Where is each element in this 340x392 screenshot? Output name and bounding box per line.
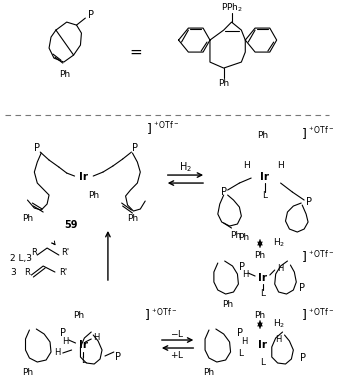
Text: H: H [242,270,248,279]
Text: $^+$OTf$^-$: $^+$OTf$^-$ [307,248,335,260]
Text: H: H [277,161,284,170]
Text: ]: ] [302,250,307,263]
Text: Ph: Ph [218,78,229,87]
Text: H$_2$: H$_2$ [179,160,192,174]
Text: R': R' [61,247,69,256]
Text: ]: ] [302,309,307,321]
Text: Ir: Ir [260,172,269,182]
Text: Ph: Ph [203,368,215,376]
Text: P: P [237,328,243,338]
Text: P: P [88,10,94,20]
Text: R: R [24,267,30,276]
Text: Ir: Ir [258,340,268,350]
Text: Ir: Ir [79,340,88,350]
Text: P: P [299,283,305,293]
Text: H: H [93,332,100,341]
Text: P: P [300,353,306,363]
Text: ]: ] [145,309,150,321]
Text: PPh$_2$: PPh$_2$ [221,2,242,15]
Text: H: H [277,263,283,272]
Text: 59: 59 [64,220,78,230]
Text: Ir: Ir [79,172,88,182]
Text: $^+$OTf$^-$: $^+$OTf$^-$ [307,124,335,136]
Text: Ph: Ph [88,191,99,200]
Text: L: L [81,356,86,365]
Text: H: H [275,334,281,343]
Text: Ph: Ph [59,69,70,78]
Text: P: P [115,352,121,362]
Text: H: H [243,161,250,170]
Text: $+$L: $+$L [170,348,185,359]
Text: $^+$OTf$^-$: $^+$OTf$^-$ [152,119,180,131]
Text: Ph: Ph [73,310,84,319]
Text: P: P [34,143,40,153]
Text: Ph: Ph [257,131,269,140]
Text: H$_2$: H$_2$ [273,318,285,330]
Text: Ph: Ph [254,250,266,260]
Text: ]: ] [147,122,152,134]
Text: R: R [31,247,37,256]
Text: P: P [239,262,245,272]
Text: L: L [262,191,267,200]
Text: P: P [132,143,138,153]
Text: Ph: Ph [230,230,241,240]
Text: $-$L: $-$L [170,327,185,339]
Text: 3: 3 [10,267,16,276]
Text: R': R' [59,267,67,276]
Text: Ph: Ph [238,232,249,241]
Text: ]: ] [302,127,307,140]
Text: $^+$OTf$^-$: $^+$OTf$^-$ [150,306,177,318]
Text: L: L [260,358,266,367]
Text: H: H [62,336,69,345]
Text: Ph: Ph [127,214,138,223]
Text: P: P [221,187,227,197]
Text: =: = [129,45,142,60]
Text: P: P [306,197,312,207]
Text: P: P [60,328,66,338]
Text: Ph: Ph [22,214,33,223]
Text: Ph: Ph [22,368,33,376]
Text: H$_2$: H$_2$ [273,237,285,249]
Text: 2 L,3: 2 L,3 [10,254,32,263]
Text: L: L [260,289,266,298]
Text: Ph: Ph [254,310,266,319]
Text: Ir: Ir [258,273,268,283]
Text: H: H [54,348,61,356]
Text: Ph: Ph [222,299,233,309]
Text: L: L [238,348,243,358]
Text: H: H [241,336,247,345]
Text: $^+$OTf$^-$: $^+$OTf$^-$ [307,306,335,318]
